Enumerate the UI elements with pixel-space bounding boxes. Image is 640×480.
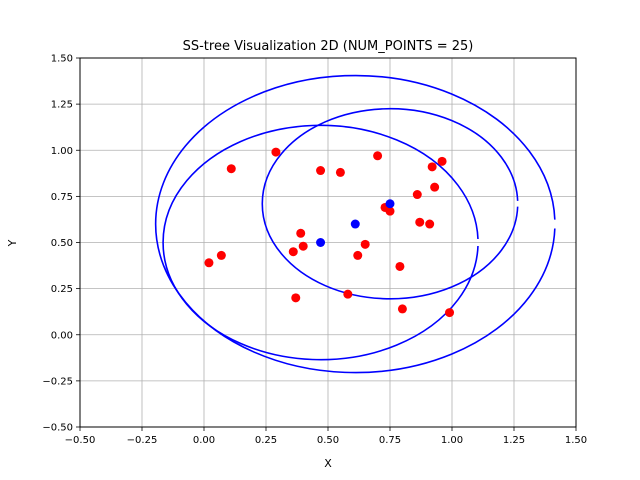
data-point bbox=[360, 239, 370, 249]
x-tick-label: 0.75 bbox=[379, 435, 401, 446]
x-tick-label: 0.25 bbox=[255, 435, 277, 446]
data-point bbox=[412, 190, 422, 200]
data-point bbox=[395, 261, 405, 271]
data-point bbox=[425, 219, 435, 229]
data-point bbox=[427, 162, 437, 172]
y-tick-label: −0.50 bbox=[42, 423, 73, 434]
bounding-circle bbox=[154, 74, 556, 374]
y-tick-label: 0.25 bbox=[51, 284, 73, 295]
y-tick-label: 0.50 bbox=[51, 238, 73, 249]
bounding-circle bbox=[162, 124, 479, 361]
data-point bbox=[296, 228, 306, 238]
data-point bbox=[291, 293, 301, 303]
data-point bbox=[415, 217, 425, 227]
bounding-circle bbox=[261, 107, 519, 300]
data-point bbox=[288, 247, 298, 257]
x-tick-label: 1.50 bbox=[565, 435, 587, 446]
data-point bbox=[373, 151, 383, 161]
y-axis-label: Y bbox=[6, 239, 19, 247]
data-point bbox=[343, 289, 353, 299]
x-tick-label: −0.25 bbox=[127, 435, 158, 446]
data-point bbox=[216, 250, 226, 260]
y-tick-label: −0.25 bbox=[42, 376, 73, 387]
data-point bbox=[316, 166, 326, 176]
x-tick-label: 0.00 bbox=[193, 435, 215, 446]
y-tick-label: 1.00 bbox=[51, 146, 73, 157]
data-point bbox=[298, 241, 308, 251]
y-tick-label: 0.00 bbox=[51, 330, 73, 341]
centroid-point bbox=[350, 219, 360, 229]
x-tick-label: 0.50 bbox=[317, 435, 339, 446]
data-point bbox=[226, 164, 236, 174]
y-tick-label: 0.75 bbox=[51, 192, 73, 203]
centroid-point bbox=[385, 199, 395, 209]
data-point bbox=[397, 304, 407, 314]
data-point bbox=[335, 167, 345, 177]
axis-ticks: −0.50 −0.25 0.00 0.25 0.50 0.75 1.00 1.25 1.50 −0… bbox=[42, 54, 587, 447]
data-point bbox=[385, 206, 395, 216]
plot-area bbox=[154, 74, 556, 374]
data-point bbox=[271, 147, 281, 157]
centroid-point bbox=[316, 238, 326, 247]
data-point bbox=[445, 308, 455, 318]
data-point bbox=[430, 182, 440, 192]
x-tick-label: −0.50 bbox=[65, 435, 96, 446]
data-point bbox=[204, 258, 214, 268]
data-point bbox=[437, 156, 447, 166]
x-tick-label: 1.00 bbox=[441, 435, 463, 446]
y-tick-label: 1.50 bbox=[51, 54, 73, 65]
data-point bbox=[353, 250, 363, 260]
x-tick-label: 1.25 bbox=[503, 435, 525, 446]
x-axis-label: X bbox=[324, 457, 332, 470]
chart-title: SS-tree Visualization 2D (NUM_POINTS = 2… bbox=[183, 39, 474, 54]
y-tick-label: 1.25 bbox=[51, 100, 73, 111]
